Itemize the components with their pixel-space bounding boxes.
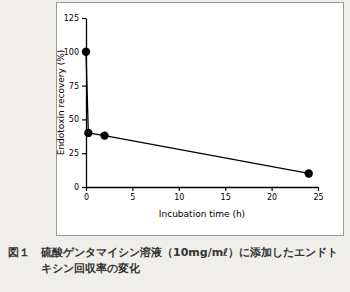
tick-mark (225, 187, 226, 191)
tick-label: 15 (221, 193, 231, 202)
tick-label: 25 (69, 149, 79, 158)
background (0, 0, 350, 292)
tick: 0 (84, 187, 89, 202)
tick-mark (318, 187, 319, 191)
tick-mark (132, 187, 133, 191)
tick: 75 (69, 82, 86, 91)
tick-label: 100 (64, 48, 79, 57)
caption-line: キシン回収率の変化 (41, 262, 141, 275)
tick-mark (82, 187, 86, 188)
tick: 25 (313, 187, 323, 202)
tick-mark (179, 187, 180, 191)
tick-label: 0 (74, 183, 79, 192)
tick-label: 10 (174, 193, 184, 202)
tick: 10 (174, 187, 184, 202)
marker (100, 131, 108, 139)
tick-mark (82, 119, 86, 120)
tick: 5 (130, 187, 135, 202)
tick-mark (82, 153, 86, 154)
axis-line (87, 187, 319, 188)
tick: 15 (221, 187, 231, 202)
marker (82, 48, 90, 56)
plot-area (82, 48, 313, 178)
tick-label: 50 (69, 115, 79, 124)
y-axis-title: Endotoxin recovery (%) (56, 50, 66, 156)
line (86, 52, 309, 174)
plot-card (57, 3, 344, 236)
tick-label: 0 (84, 193, 89, 202)
x-axis-title: Incubation time (h) (159, 209, 245, 219)
tick-label: 75 (69, 82, 79, 91)
caption: 図１ 硫酸ゲンタマイシン溶液（10mg/mℓ）に添加したエンドトキシン回収率の変… (8, 246, 338, 275)
tick-label: 25 (313, 193, 323, 202)
tick-label: 20 (267, 193, 277, 202)
y-axis: 0 25 50 75 100 125 (64, 14, 87, 192)
tick: 125 (64, 14, 86, 23)
tick-label: 125 (64, 14, 79, 23)
tick-mark (82, 18, 86, 19)
tick-mark (86, 187, 87, 191)
tick-mark (272, 187, 273, 191)
caption-line: 図１ 硫酸ゲンタマイシン溶液（10mg/mℓ）に添加したエンドト (8, 246, 338, 259)
tick: 20 (267, 187, 277, 202)
tick: 50 (69, 115, 86, 124)
tick: 0 (74, 183, 86, 192)
tick-mark (82, 85, 86, 86)
tick-label: 5 (130, 193, 135, 202)
x-axis: 0 5 10 15 20 25 (84, 187, 324, 202)
marker (84, 129, 92, 137)
chart: 0 5 10 15 20 25 0 25 50 75 100 125 Incubation time (… (0, 0, 350, 292)
marker (305, 169, 313, 177)
tick: 25 (69, 149, 86, 158)
